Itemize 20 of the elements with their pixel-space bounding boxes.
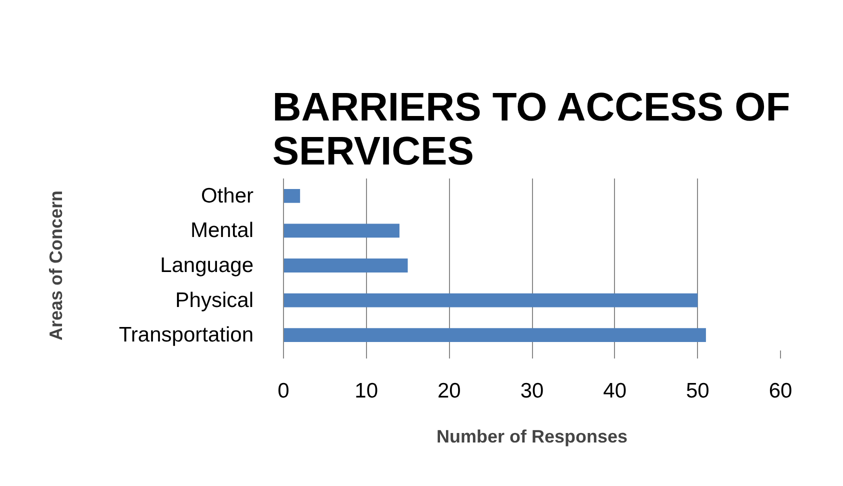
x-axis-title: Number of Responses (436, 426, 628, 446)
y-axis-title: Areas of Concern (46, 190, 66, 341)
y-tick-label: Language (160, 254, 254, 277)
bar (284, 328, 706, 342)
x-tick-label: 10 (354, 380, 378, 402)
x-tick-label: 30 (520, 380, 544, 402)
bar (284, 258, 408, 272)
y-tick-label: Physical (175, 288, 254, 312)
y-tick-label: Transportation (118, 324, 254, 347)
bar (284, 293, 698, 308)
x-tick-label: 50 (686, 380, 710, 402)
x-tick-label: 20 (437, 380, 461, 402)
x-tick-label: 40 (603, 380, 627, 402)
x-tick-label: 60 (768, 380, 792, 402)
bar (284, 224, 400, 238)
y-tick-label: Mental (190, 219, 254, 242)
y-tick-label: Other (200, 184, 254, 208)
x-tick-label: 0 (278, 380, 290, 402)
bar (284, 188, 300, 203)
chart-title: BARRIERS TO ACCESS OF SERVICES (272, 86, 790, 174)
